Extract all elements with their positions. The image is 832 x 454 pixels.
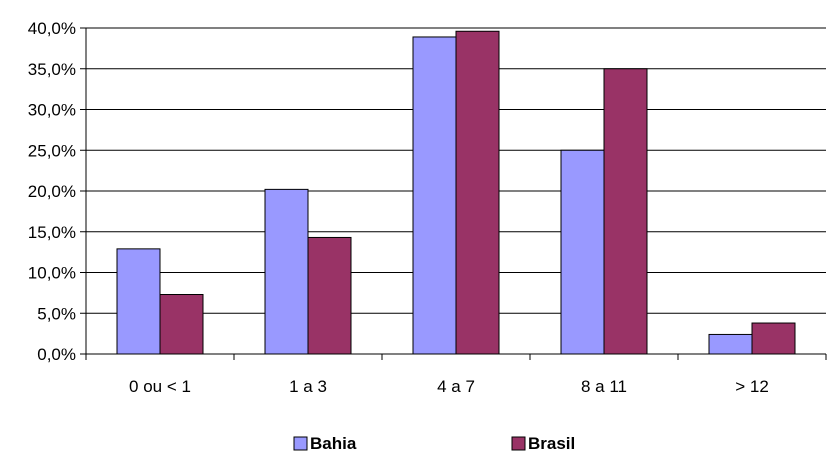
legend: Bahia Brasil (293, 434, 575, 453)
legend-item-brasil: Brasil (511, 434, 575, 453)
y-tick-label: 10,0% (28, 264, 76, 283)
bar-brasil (603, 68, 648, 355)
y-tick-label: 30,0% (28, 101, 76, 120)
legend-label: Bahia (310, 434, 357, 453)
x-category-label: 4 a 7 (437, 377, 475, 396)
bar-brasil (159, 294, 204, 355)
legend-item-bahia: Bahia (293, 434, 357, 453)
bars (116, 30, 796, 355)
bar-bahia (708, 333, 753, 355)
x-category-label: 0 ou < 1 (129, 377, 191, 396)
y-tick-label: 25,0% (28, 141, 76, 160)
bar-bahia (264, 188, 309, 355)
y-tick-label: 5,0% (37, 304, 76, 323)
bar-brasil (307, 236, 352, 355)
legend-swatch (511, 436, 526, 451)
bar-bahia (560, 149, 605, 355)
bar-brasil (455, 30, 500, 355)
x-category-label: 1 a 3 (289, 377, 327, 396)
y-tick-label: 20,0% (28, 182, 76, 201)
legend-label: Brasil (528, 434, 575, 453)
x-category-label: > 12 (735, 377, 769, 396)
bar-brasil (751, 322, 796, 355)
bar-bahia (116, 248, 161, 355)
bar-bahia (412, 36, 457, 355)
axes (85, 28, 827, 360)
y-axis-ticks: 0,0% 5,0% 10,0% 15,0% 20,0% 25,0% 30,0% 35,0% 40… (28, 19, 86, 364)
x-axis-labels: 0 ou < 1 1 a 3 4 a 7 8 a 11 > 12 (129, 377, 769, 396)
y-tick-label: 40,0% (28, 19, 76, 38)
legend-swatch (293, 436, 308, 451)
y-tick-label: 15,0% (28, 223, 76, 242)
y-tick-label: 35,0% (28, 60, 76, 79)
x-category-label: 8 a 11 (581, 377, 627, 396)
y-tick-label: 0,0% (37, 345, 76, 364)
